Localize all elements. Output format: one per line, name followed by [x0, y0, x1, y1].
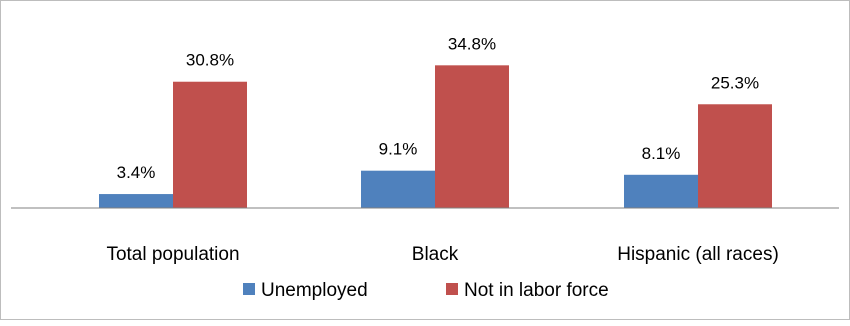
category-label-1: Black: [412, 244, 459, 265]
legend-label-unemployed: Unemployed: [261, 280, 368, 301]
bars-layer: [99, 65, 772, 208]
legend: Unemployed Not in labor force: [243, 280, 609, 301]
category-label-2: Hispanic (all races): [617, 244, 779, 265]
category-labels-layer: Total population Black Hispanic (all races…: [106, 244, 778, 265]
value-label-not-in-labor-force-2: 25.3%: [711, 73, 759, 92]
bar-unemployed-1: [361, 170, 435, 208]
value-labels-layer: 3.4% 30.8% 9.1% 34.8% 8.1% 25.3%: [117, 34, 759, 182]
legend-swatch-unemployed: [243, 283, 255, 295]
value-label-unemployed-1: 9.1%: [379, 140, 418, 159]
category-label-0: Total population: [106, 244, 239, 265]
value-label-unemployed-0: 3.4%: [117, 163, 156, 182]
bar-not-in-labor-force-2: [698, 104, 772, 208]
bar-not-in-labor-force-0: [173, 81, 247, 208]
bar-unemployed-0: [99, 194, 173, 208]
value-label-not-in-labor-force-1: 34.8%: [448, 34, 496, 53]
legend-swatch-not-in-labor-force: [446, 283, 458, 295]
bar-unemployed-2: [624, 174, 698, 208]
value-label-not-in-labor-force-0: 30.8%: [186, 51, 234, 70]
legend-label-not-in-labor-force: Not in labor force: [464, 280, 609, 301]
value-label-unemployed-2: 8.1%: [642, 144, 681, 163]
bar-not-in-labor-force-1: [435, 65, 509, 208]
